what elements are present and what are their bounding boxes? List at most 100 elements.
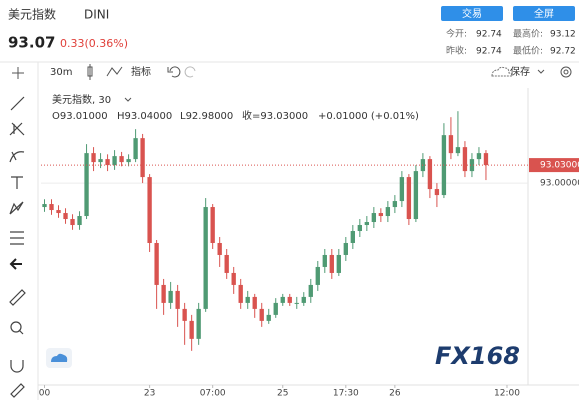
- stat-value: 92.74: [476, 30, 502, 40]
- candle-body: [364, 222, 370, 226]
- candle-body: [56, 210, 61, 214]
- prediction-tool[interactable]: [10, 231, 24, 245]
- candle-body: [161, 284, 166, 303]
- indicator-button[interactable]: 指标: [131, 65, 151, 78]
- candle-body: [427, 159, 433, 190]
- candle-body: [357, 225, 362, 232]
- x-tick-label: 00: [39, 389, 51, 399]
- candle-body: [245, 296, 250, 303]
- stat-value: 93.12: [550, 30, 576, 40]
- candle-body: [378, 213, 384, 217]
- undo-icon[interactable]: [167, 66, 181, 78]
- trade-button-label[interactable]: 交易: [462, 7, 482, 20]
- save-menu-caret[interactable]: [537, 69, 545, 74]
- candle-body: [210, 207, 215, 243]
- candle-body: [77, 216, 82, 226]
- legend-high: H93.04000: [117, 111, 172, 122]
- x-tick-label: 17:30: [333, 389, 359, 399]
- cloud-icon[interactable]: [491, 66, 513, 77]
- watermark: FX168: [435, 342, 520, 370]
- candle-body: [371, 213, 377, 223]
- candles: [42, 111, 489, 351]
- settings-icon[interactable]: [560, 66, 572, 78]
- candle-body: [469, 159, 475, 172]
- candle-body: [196, 308, 201, 339]
- stat-value: 92.72: [550, 47, 576, 57]
- redo-icon[interactable]: [184, 66, 196, 78]
- trend-line-tool[interactable]: [10, 96, 25, 111]
- save-button[interactable]: 保存: [510, 65, 530, 78]
- candle-body: [413, 171, 419, 220]
- candle-body: [350, 231, 355, 243]
- instrument-code: DINI: [84, 8, 109, 22]
- candle-body: [98, 159, 103, 163]
- candle-body: [287, 296, 292, 303]
- legend-change: +0.01000 (+0.01%): [318, 111, 419, 122]
- legend-symbol: 美元指数, 30: [52, 93, 111, 106]
- candle-body: [315, 266, 320, 285]
- candle-body: [308, 284, 313, 297]
- back-tool[interactable]: [9, 258, 22, 270]
- last-price-badge: [529, 158, 579, 173]
- candle-body: [217, 242, 222, 255]
- candle-body: [266, 314, 271, 321]
- instrument-name: 美元指数: [8, 7, 56, 22]
- lock-tool[interactable]: [10, 383, 25, 398]
- candle-body: [301, 296, 306, 303]
- legend-open: O93.01000: [52, 111, 108, 122]
- last-price-label: 93.03000: [540, 161, 579, 171]
- legend-caret[interactable]: [124, 97, 132, 102]
- candle-body: [140, 138, 145, 178]
- candle-body: [476, 153, 482, 160]
- candle-body: [168, 290, 173, 303]
- candle-body: [105, 159, 110, 166]
- candle-body: [231, 272, 236, 285]
- candle-body: [154, 242, 159, 285]
- candle-body: [91, 153, 96, 163]
- candle-body: [126, 159, 131, 163]
- brush-tool[interactable]: [9, 151, 25, 163]
- candle-body: [182, 308, 187, 321]
- candle-body: [238, 284, 243, 303]
- candle-body: [175, 290, 180, 309]
- candle-body: [329, 254, 334, 273]
- candle-body: [119, 156, 124, 163]
- candle-body: [133, 138, 138, 160]
- y-tick-label: 93.00000: [540, 179, 579, 189]
- candle-body: [252, 296, 257, 309]
- candle-body: [483, 153, 489, 166]
- magnet-tool[interactable]: [10, 360, 24, 373]
- candle-body: [42, 204, 47, 208]
- candle-body: [189, 320, 194, 339]
- text-tool[interactable]: [11, 176, 23, 189]
- stat-value: 92.74: [476, 47, 502, 57]
- candle-type-icon[interactable]: [87, 64, 93, 80]
- interval-button[interactable]: 30m: [50, 67, 72, 78]
- stat-label: 最低价:: [513, 45, 543, 57]
- candle-body: [259, 308, 264, 321]
- trade-button[interactable]: [441, 6, 503, 21]
- stat-label: 今开:: [446, 28, 467, 40]
- zoom-tool-lens[interactable]: [10, 321, 22, 333]
- candle-body: [203, 207, 208, 309]
- candle-body: [336, 254, 341, 273]
- measure-tool[interactable]: [9, 289, 26, 306]
- candle-body: [84, 153, 89, 217]
- candle-body: [224, 254, 229, 273]
- fullscreen-button[interactable]: [513, 6, 575, 21]
- crosshair-icon[interactable]: [12, 67, 24, 79]
- fib-tool[interactable]: [9, 122, 25, 136]
- candle-body: [385, 207, 391, 217]
- candle-body: [392, 201, 398, 208]
- indicator-icon[interactable]: [106, 66, 123, 77]
- candle-body: [63, 213, 68, 220]
- legend-low: L92.98000: [180, 111, 233, 122]
- candle-body: [70, 219, 75, 226]
- logo-icon: [46, 348, 72, 368]
- candle-body: [434, 189, 440, 196]
- fullscreen-button-label[interactable]: 全屏: [534, 7, 554, 20]
- pattern-tool[interactable]: [9, 201, 24, 215]
- legend-close: 收=93.03000: [242, 109, 308, 122]
- candle-body: [448, 135, 454, 154]
